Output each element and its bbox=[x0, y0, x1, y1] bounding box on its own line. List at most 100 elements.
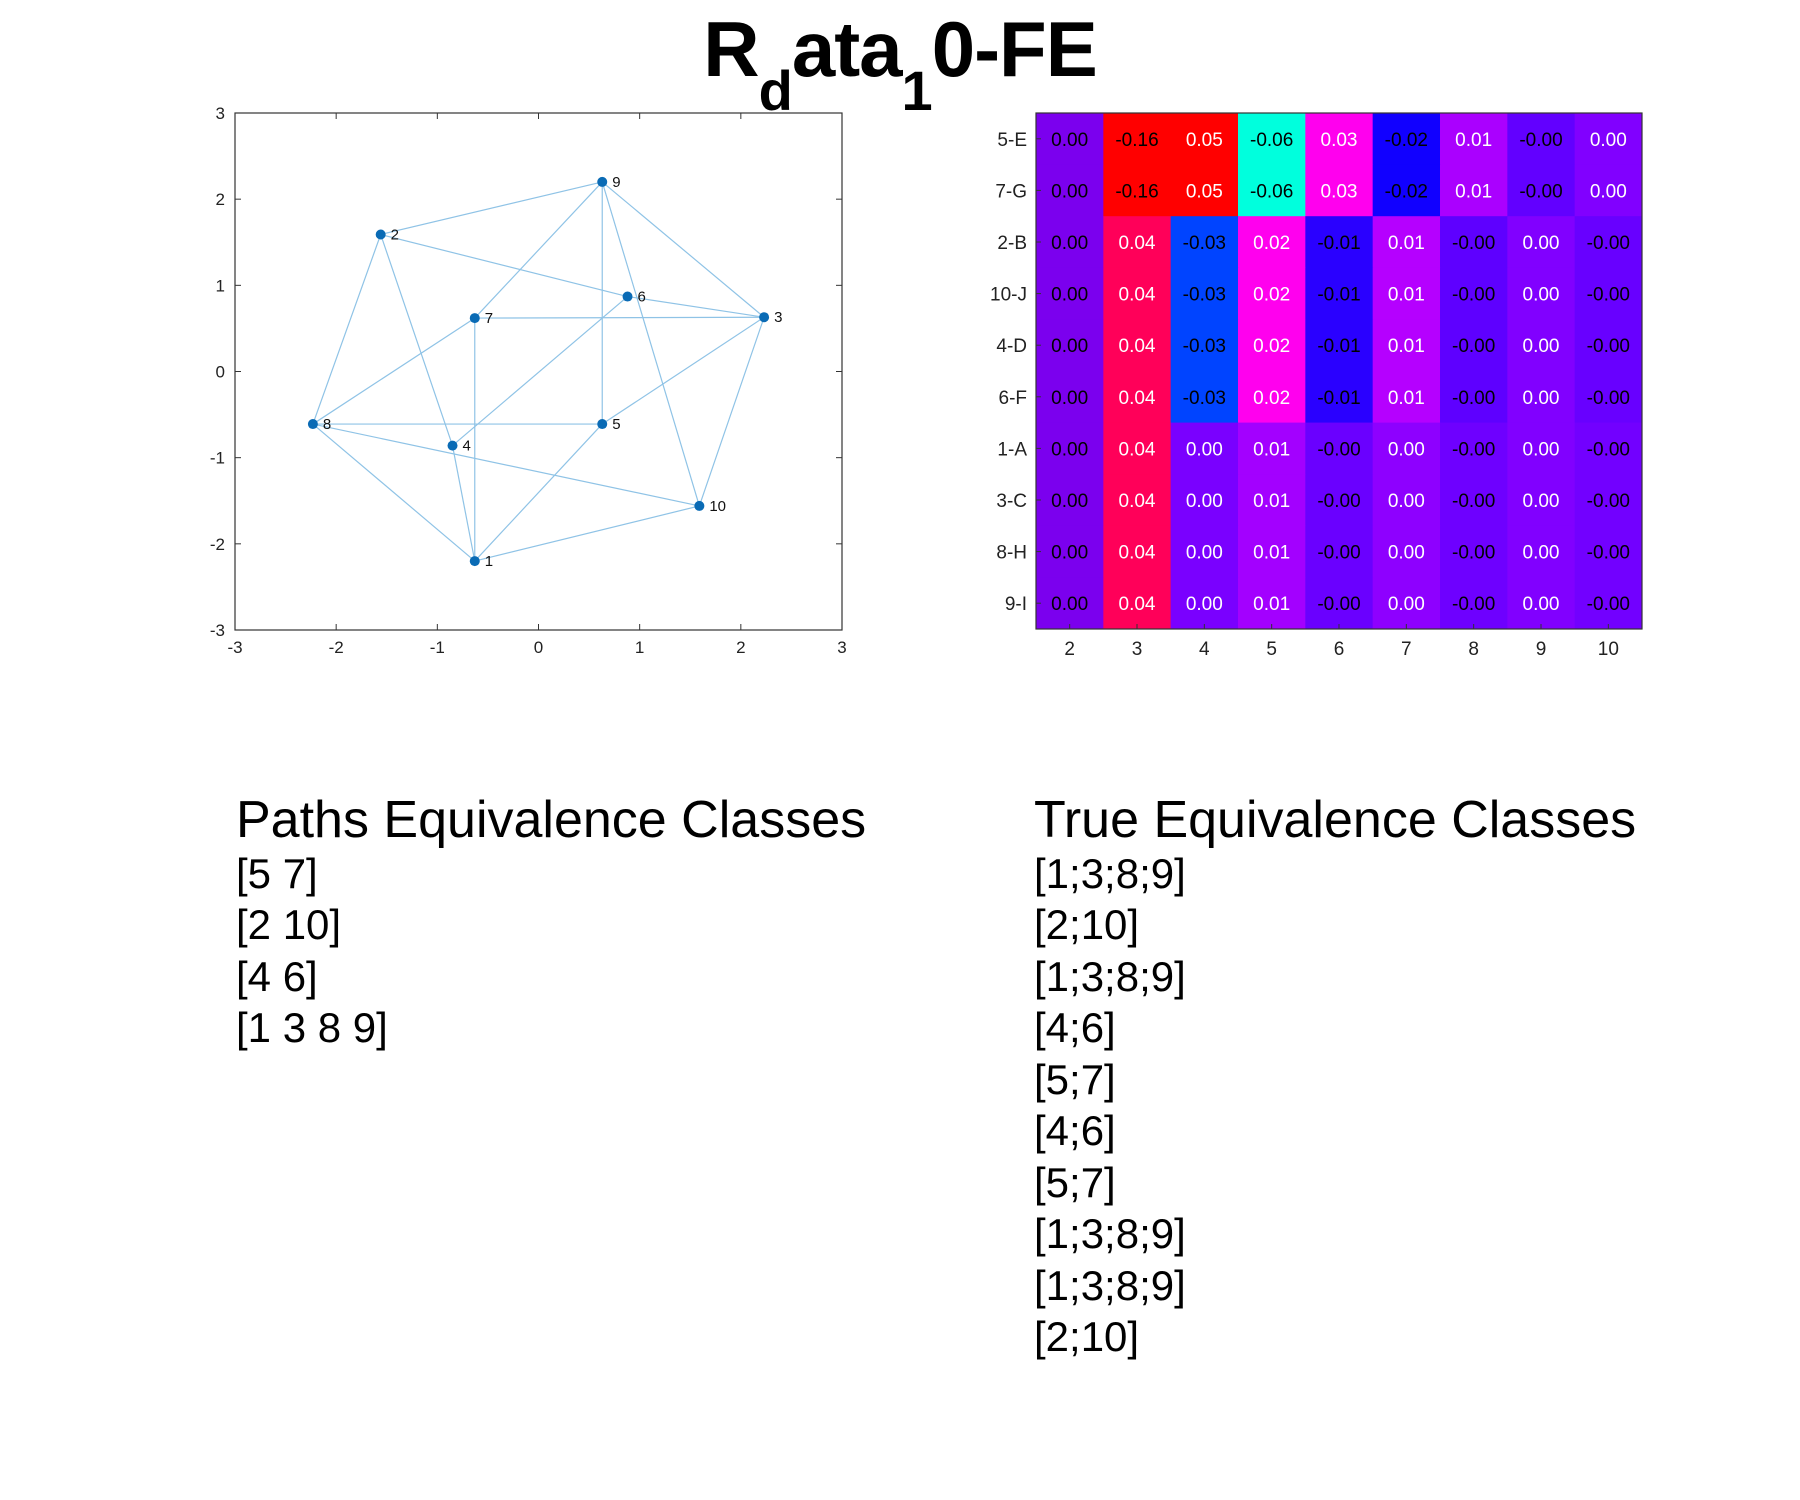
heatmap-cell bbox=[1238, 577, 1306, 630]
heatmap-cell bbox=[1305, 422, 1374, 475]
heatmap-cell bbox=[1036, 371, 1104, 424]
heatmap-cell-label: 0.00 bbox=[1051, 439, 1088, 460]
graph-edge bbox=[474, 181, 603, 319]
heatmap-cell bbox=[1170, 113, 1239, 166]
heatmap-row-label: 1-A bbox=[997, 439, 1027, 460]
x-tick-label: 0 bbox=[534, 638, 543, 657]
heatmap-cell bbox=[1507, 371, 1576, 424]
graph-node-label: 2 bbox=[391, 226, 399, 243]
graph-node-label: 8 bbox=[323, 416, 331, 433]
heatmap-cell-label: -0.00 bbox=[1587, 439, 1630, 460]
heatmap-cell bbox=[1238, 422, 1306, 475]
heatmap-cell bbox=[1103, 577, 1172, 630]
heatmap-cell bbox=[1507, 577, 1576, 630]
charts-canvas: -3 -2 -1 0 1 2 3 -3 -2 -1 0 1 2 3 1 2 3 4 5 6 7 8 9 10 0.00 -0.1… bbox=[210, 104, 1643, 660]
graph-edge bbox=[452, 296, 628, 447]
heatmap-cell-label: -0.00 bbox=[1452, 388, 1495, 409]
graph-node bbox=[307, 419, 318, 430]
heatmap-cell bbox=[1372, 267, 1441, 320]
heatmap-cell bbox=[1036, 422, 1104, 475]
heatmap-cell-label: 0.00 bbox=[1051, 336, 1088, 357]
graph-node-label: 3 bbox=[774, 309, 782, 326]
heatmap-cell bbox=[1372, 577, 1441, 630]
graph-edge bbox=[312, 423, 700, 507]
graph-node bbox=[622, 291, 633, 302]
graph-node bbox=[597, 176, 608, 187]
heatmap-cell bbox=[1372, 319, 1441, 372]
heatmap-cell bbox=[1238, 525, 1306, 578]
heatmap-cell bbox=[1507, 267, 1576, 320]
x-tick-label: -1 bbox=[430, 638, 445, 657]
heatmap-cell bbox=[1440, 422, 1508, 475]
heatmap-cell-label: 0.01 bbox=[1388, 336, 1425, 357]
heatmap-cell bbox=[1103, 164, 1172, 217]
graph-node-label: 7 bbox=[485, 310, 493, 327]
heatmap-cell bbox=[1440, 577, 1508, 630]
heatmap-cell bbox=[1574, 525, 1643, 578]
heatmap-cell bbox=[1507, 164, 1576, 217]
heatmap-col-label: 3 bbox=[1132, 639, 1143, 660]
heatmap-col-label: 10 bbox=[1598, 639, 1619, 660]
heatmap-cell bbox=[1574, 267, 1643, 320]
heatmap-row-label: 4-D bbox=[996, 336, 1027, 357]
heatmap-chart: 0.00 -0.16 0.05 -0.06 0.03 -0.02 0.01 -0.00 0.00… bbox=[990, 112, 1643, 660]
heatmap-cell bbox=[1305, 525, 1374, 578]
y-tick-label: 2 bbox=[216, 190, 225, 209]
heatmap-cell bbox=[1372, 164, 1441, 217]
heatmap-cell-label: -0.00 bbox=[1587, 594, 1630, 615]
paths-equivalence-heading: Paths Equivalence Classes bbox=[236, 791, 867, 849]
graph-node bbox=[597, 419, 608, 430]
heatmap-cell bbox=[1507, 474, 1576, 527]
true-equivalence-item: [2;10] bbox=[1034, 901, 1140, 949]
heatmap-cell-label: 0.00 bbox=[1051, 233, 1088, 254]
heatmap-cell-label: 0.04 bbox=[1119, 388, 1156, 409]
graph-edge bbox=[380, 233, 628, 298]
heatmap-cell-label: 0.04 bbox=[1119, 491, 1156, 512]
graph-edge bbox=[312, 234, 382, 425]
heatmap-col-label: 5 bbox=[1266, 639, 1277, 660]
heatmap-cell bbox=[1036, 113, 1104, 166]
heatmap-cell bbox=[1440, 113, 1508, 166]
heatmap-cell-label: 0.01 bbox=[1388, 233, 1425, 254]
graph-node-label: 5 bbox=[612, 416, 620, 433]
heatmap-cell bbox=[1305, 577, 1374, 630]
heatmap-row-label: 3-C bbox=[996, 491, 1027, 512]
heatmap-cell-label: -0.00 bbox=[1587, 285, 1630, 306]
graph-node-label: 9 bbox=[612, 174, 620, 191]
heatmap-cell bbox=[1036, 474, 1104, 527]
true-equivalence-item: [5;7] bbox=[1034, 1158, 1116, 1206]
heatmap-cell bbox=[1574, 164, 1643, 217]
heatmap-cell-label: -0.00 bbox=[1452, 233, 1495, 254]
heatmap-cell bbox=[1372, 474, 1441, 527]
heatmap-cell-label: 0.01 bbox=[1455, 130, 1492, 151]
heatmap-cell-label: 0.00 bbox=[1051, 491, 1088, 512]
heatmap-cell-label: 0.00 bbox=[1051, 543, 1088, 564]
graph-node-label: 6 bbox=[638, 289, 646, 306]
heatmap-cell bbox=[1440, 319, 1508, 372]
true-equivalence-item: [5;7] bbox=[1034, 1055, 1116, 1103]
heatmap-cell-label: 0.00 bbox=[1051, 130, 1088, 151]
heatmap-row-label: 2-B bbox=[997, 233, 1027, 254]
heatmap-cell-label: 0.02 bbox=[1253, 336, 1290, 357]
heatmap-cell-label: 0.04 bbox=[1119, 285, 1156, 306]
heatmap-cell-label: -0.00 bbox=[1452, 439, 1495, 460]
heatmap-cell bbox=[1238, 216, 1306, 269]
graph-edge bbox=[474, 316, 765, 319]
x-tick-label: 3 bbox=[837, 638, 846, 657]
heatmap-cell bbox=[1372, 216, 1441, 269]
true-equivalence-item: [1;3;8;9] bbox=[1034, 1261, 1186, 1309]
heatmap-cell bbox=[1036, 216, 1104, 269]
heatmap-cell bbox=[1170, 371, 1239, 424]
heatmap-cell bbox=[1440, 371, 1508, 424]
true-equivalence-item: [1;3;8;9] bbox=[1034, 849, 1186, 897]
heatmap-cell bbox=[1507, 525, 1576, 578]
heatmap-cell-label: -0.16 bbox=[1115, 181, 1158, 202]
heatmap-cell-label: 0.04 bbox=[1119, 439, 1156, 460]
heatmap-cell bbox=[1103, 267, 1172, 320]
graph-node bbox=[469, 313, 480, 324]
heatmap-cell bbox=[1170, 422, 1239, 475]
heatmap-cell bbox=[1440, 267, 1508, 320]
paths-equivalence-item: [1 3 8 9] bbox=[236, 1004, 388, 1052]
heatmap-cell-label: -0.03 bbox=[1183, 388, 1226, 409]
heatmap-cell bbox=[1036, 525, 1104, 578]
